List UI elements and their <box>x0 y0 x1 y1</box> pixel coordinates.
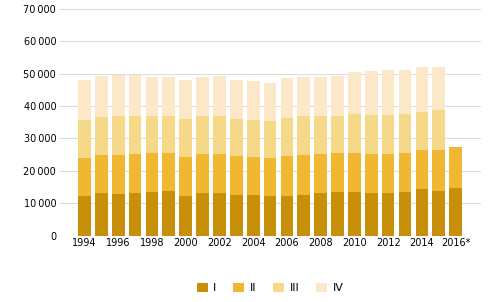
Bar <box>264 196 276 236</box>
Bar <box>146 191 158 236</box>
Bar <box>298 117 310 155</box>
Bar <box>247 120 260 157</box>
Bar <box>163 191 175 236</box>
Bar <box>280 156 293 196</box>
Bar <box>331 153 344 192</box>
Bar <box>433 67 445 110</box>
Bar <box>247 81 260 120</box>
Bar <box>163 153 175 191</box>
Bar <box>382 193 394 236</box>
Bar <box>230 80 243 119</box>
Bar <box>78 120 91 158</box>
Bar <box>331 116 344 153</box>
Bar <box>382 114 394 154</box>
Bar <box>129 115 141 154</box>
Bar <box>382 154 394 193</box>
Bar <box>399 192 411 236</box>
Bar <box>433 150 445 191</box>
Bar <box>196 193 209 236</box>
Bar <box>179 157 192 196</box>
Bar <box>129 193 141 236</box>
Bar <box>196 154 209 193</box>
Bar <box>280 78 293 118</box>
Bar <box>196 77 209 116</box>
Bar <box>213 154 226 193</box>
Bar <box>78 196 91 236</box>
Bar <box>213 76 226 115</box>
Bar <box>163 77 175 116</box>
Bar <box>179 119 192 157</box>
Bar <box>112 76 125 117</box>
Bar <box>415 189 428 236</box>
Bar <box>78 80 91 120</box>
Bar <box>179 80 192 119</box>
Bar <box>112 194 125 236</box>
Bar <box>280 118 293 156</box>
Bar <box>298 77 310 117</box>
Bar <box>348 114 361 153</box>
Bar <box>247 157 260 195</box>
Bar <box>129 154 141 193</box>
Bar <box>365 193 378 236</box>
Legend: I, II, III, IV: I, II, III, IV <box>196 283 344 294</box>
Bar <box>314 115 327 154</box>
Bar <box>163 116 175 153</box>
Bar <box>112 117 125 155</box>
Bar <box>298 155 310 195</box>
Bar <box>264 158 276 196</box>
Bar <box>230 156 243 195</box>
Bar <box>213 115 226 154</box>
Bar <box>348 192 361 236</box>
Bar <box>314 77 327 115</box>
Bar <box>146 153 158 191</box>
Bar <box>78 158 91 196</box>
Bar <box>415 150 428 189</box>
Bar <box>449 188 462 236</box>
Bar <box>146 115 158 153</box>
Bar <box>331 76 344 116</box>
Bar <box>230 119 243 156</box>
Bar <box>179 196 192 236</box>
Bar <box>196 116 209 154</box>
Bar <box>247 195 260 236</box>
Bar <box>399 70 411 114</box>
Bar <box>348 72 361 114</box>
Bar <box>331 192 344 236</box>
Bar <box>298 195 310 236</box>
Bar <box>264 82 276 121</box>
Bar <box>399 114 411 153</box>
Bar <box>365 115 378 154</box>
Bar <box>365 71 378 115</box>
Bar <box>95 76 108 117</box>
Bar <box>280 196 293 236</box>
Bar <box>415 67 428 112</box>
Bar <box>348 153 361 192</box>
Bar <box>314 154 327 193</box>
Bar <box>415 112 428 150</box>
Bar <box>264 121 276 158</box>
Bar <box>365 154 378 193</box>
Bar <box>213 193 226 236</box>
Bar <box>95 194 108 236</box>
Bar <box>314 193 327 236</box>
Bar <box>399 153 411 192</box>
Bar <box>433 110 445 150</box>
Bar <box>95 155 108 194</box>
Bar <box>382 70 394 114</box>
Bar <box>129 75 141 115</box>
Bar <box>449 147 462 188</box>
Bar <box>146 77 158 115</box>
Bar <box>433 191 445 236</box>
Bar <box>112 155 125 194</box>
Bar <box>95 117 108 155</box>
Bar <box>230 195 243 236</box>
